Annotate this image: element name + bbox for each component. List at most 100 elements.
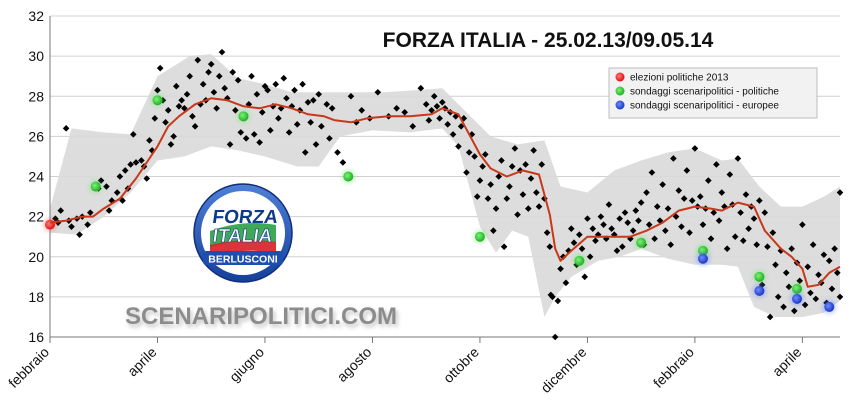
- poll-diamond: [632, 207, 640, 214]
- poll-diamond: [234, 76, 242, 84]
- poll-diamond: [339, 159, 347, 166]
- poll-diamond: [589, 225, 597, 232]
- poll-diamond: [506, 183, 513, 190]
- poll-diamond: [653, 203, 661, 210]
- poll-diamond: [215, 72, 223, 80]
- poll-diamond: [613, 247, 621, 255]
- poll-diamond: [788, 245, 795, 253]
- poll-diamond: [280, 74, 288, 82]
- poll-diamond: [648, 169, 656, 176]
- poll-diamond: [76, 231, 83, 238]
- poll-diamond: [713, 161, 720, 168]
- legend-label-politiche: sondaggi scenaripolitici - politiche: [630, 87, 779, 98]
- poll-diamond: [272, 80, 280, 88]
- poll-diamond: [508, 163, 516, 170]
- poll-diamond: [232, 106, 239, 114]
- poll-diamond: [737, 209, 744, 216]
- poll-diamond: [237, 129, 245, 136]
- y-tick-label: 24: [28, 169, 44, 185]
- poll-diamond: [791, 307, 798, 315]
- poll-diamond: [181, 104, 188, 112]
- poll-diamond: [782, 269, 790, 277]
- poll-diamond: [500, 243, 508, 251]
- poll-diamond: [705, 177, 712, 184]
- poll-markers: [43, 93, 837, 314]
- poll-diamond: [734, 155, 742, 162]
- poll-diamond: [761, 209, 769, 216]
- legend-label-election: elezioni politiche 2013: [630, 73, 729, 84]
- poll-diamond: [264, 86, 271, 94]
- logo-italia: ITALIA: [211, 226, 274, 247]
- poll-diamond: [138, 157, 145, 164]
- poll-diamond: [307, 119, 314, 126]
- poll-diamond: [492, 205, 500, 212]
- poll-diamond: [659, 181, 666, 188]
- legend-marker-election: [615, 72, 625, 82]
- poll-diamond: [801, 301, 809, 309]
- poll-marker: [343, 171, 354, 182]
- poll-diamond: [602, 235, 610, 242]
- poll-diamond: [691, 145, 699, 152]
- poll-diamond: [675, 187, 683, 194]
- poll-diamond: [581, 273, 589, 281]
- poll-diamond: [119, 197, 126, 204]
- logo-forza: FORZA: [211, 207, 280, 228]
- poll-diamond: [347, 92, 355, 100]
- poll-diamond: [828, 285, 836, 293]
- poll-marker: [636, 237, 647, 248]
- poll-diamond: [527, 175, 535, 182]
- watermark: SCENARIPOLITICI.COM SCENARIPOLITICI.COM: [125, 303, 399, 333]
- poll-diamond: [129, 131, 137, 138]
- poll-marker: [238, 111, 249, 122]
- poll-diamond: [522, 161, 529, 168]
- poll-diamond: [667, 241, 675, 249]
- poll-diamond: [559, 253, 567, 261]
- poll-diamond: [715, 217, 723, 224]
- poll-diamond: [463, 169, 470, 176]
- poll-diamond: [597, 213, 605, 220]
- y-tick-label: 26: [28, 128, 44, 144]
- poll-marker: [824, 301, 835, 312]
- poll-diamond: [121, 167, 129, 174]
- poll-diamond: [576, 231, 583, 238]
- poll-diamond: [471, 153, 478, 160]
- poll-diamond: [547, 291, 555, 299]
- poll-diamond: [54, 219, 62, 226]
- poll-diamond: [151, 115, 159, 122]
- poll-diamond: [62, 125, 70, 132]
- poll-diamond: [718, 189, 726, 196]
- poll-diamond: [707, 235, 715, 242]
- poll-diamond: [248, 72, 255, 80]
- poll-diamond: [836, 293, 844, 301]
- poll-diamond: [629, 227, 637, 234]
- poll-diamond: [422, 100, 430, 108]
- poll-diamond: [210, 88, 218, 96]
- poll-diamond: [103, 183, 110, 190]
- poll-diamond: [226, 141, 234, 148]
- x-tick-label: febbraio: [650, 344, 697, 391]
- poll-diamond: [285, 129, 293, 136]
- poll-diamond: [323, 100, 331, 108]
- y-tick-label: 20: [28, 249, 44, 265]
- poll-diamond: [143, 175, 151, 182]
- poll-diamond: [105, 207, 113, 214]
- poll-diamond: [425, 117, 433, 124]
- poll-diamond: [476, 177, 484, 184]
- poll-diamond: [318, 123, 325, 130]
- poll-marker: [792, 283, 803, 294]
- poll-diamond: [511, 145, 519, 152]
- poll-diamond: [172, 82, 180, 90]
- x-tick-label: ottobre: [440, 344, 482, 386]
- poll-diamond: [799, 221, 806, 228]
- y-tick-label: 22: [28, 209, 44, 225]
- poll-diamond: [167, 141, 175, 148]
- poll-diamond: [764, 243, 771, 251]
- poll-diamond: [393, 104, 400, 112]
- poll-diamond: [535, 203, 543, 210]
- x-tick-label: febbraio: [5, 344, 52, 391]
- poll-diamond: [116, 173, 124, 180]
- poll-diamond: [643, 189, 650, 196]
- poll-marker: [792, 293, 803, 304]
- poll-diamond: [479, 163, 486, 170]
- poll-diamond: [726, 171, 734, 178]
